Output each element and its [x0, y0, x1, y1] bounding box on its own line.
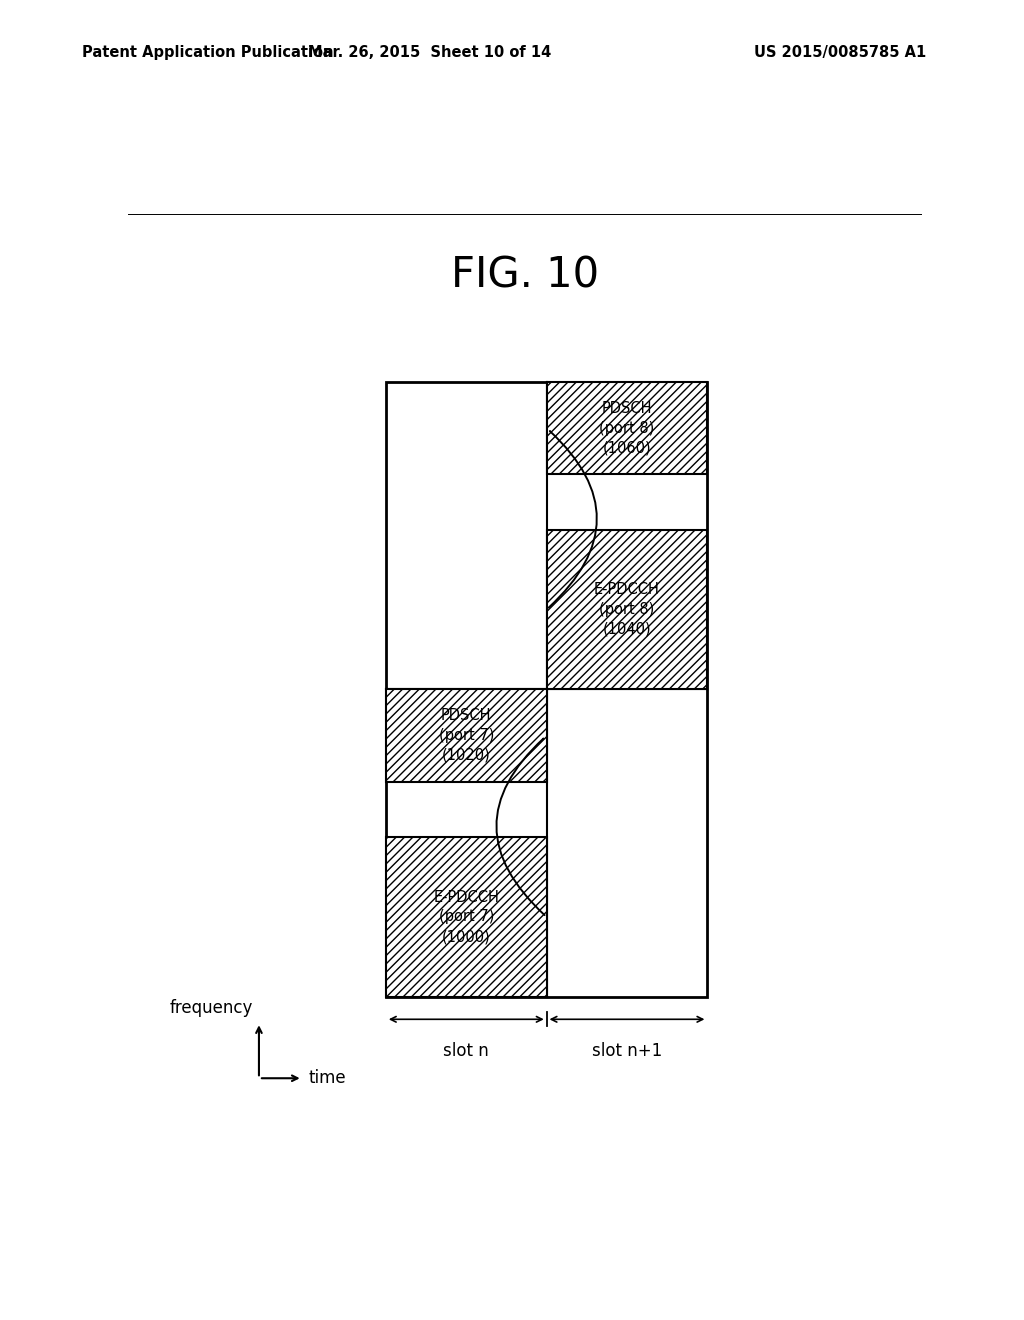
Text: frequency: frequency: [169, 999, 253, 1018]
FancyArrowPatch shape: [549, 432, 597, 607]
Bar: [386, 837, 547, 997]
Text: time: time: [309, 1069, 346, 1088]
Text: Patent Application Publication: Patent Application Publication: [82, 45, 334, 61]
Text: FIG. 10: FIG. 10: [451, 255, 599, 296]
FancyArrowPatch shape: [497, 739, 545, 915]
Text: slot n+1: slot n+1: [592, 1041, 663, 1060]
Text: slot n: slot n: [443, 1041, 489, 1060]
Text: US 2015/0085785 A1: US 2015/0085785 A1: [754, 45, 926, 61]
Text: E-PDCCH
(port 7)
(1000): E-PDCCH (port 7) (1000): [433, 890, 500, 944]
Text: Mar. 26, 2015  Sheet 10 of 14: Mar. 26, 2015 Sheet 10 of 14: [308, 45, 552, 61]
Bar: [547, 529, 708, 689]
Text: PDSCH
(port 7)
(1020): PDSCH (port 7) (1020): [438, 709, 494, 763]
Bar: [386, 381, 708, 997]
Text: E-PDCCH
(port 8)
(1040): E-PDCCH (port 8) (1040): [594, 582, 659, 636]
Bar: [547, 381, 708, 474]
Bar: [386, 689, 547, 781]
Text: PDSCH
(port 8)
(1060): PDSCH (port 8) (1060): [599, 401, 654, 455]
